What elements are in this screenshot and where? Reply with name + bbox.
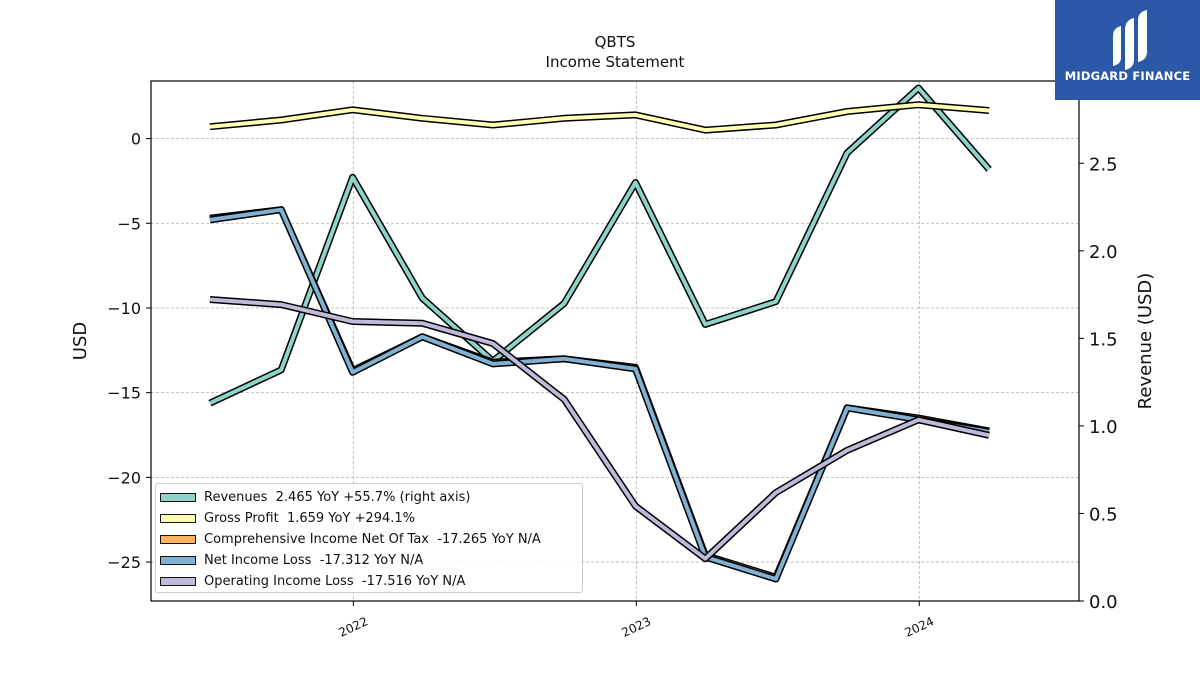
legend-item: Operating Income Loss -17.516 YoY N/A bbox=[160, 571, 582, 592]
series-line bbox=[209, 102, 990, 133]
grid-lines bbox=[151, 81, 1079, 601]
y2-axis-label: Revenue (USD) bbox=[1135, 273, 1156, 410]
chart-title: QBTS bbox=[595, 33, 636, 51]
legend-swatch bbox=[160, 535, 196, 544]
legend-label: Revenues 2.465 YoY +55.7% (right axis) bbox=[204, 490, 471, 505]
y-tick-label: −15 bbox=[107, 384, 141, 403]
x-tick-label: 2022 bbox=[337, 614, 371, 640]
y2-tick-label: 2.0 bbox=[1089, 242, 1118, 263]
y2-tick-label: 0.5 bbox=[1089, 504, 1118, 525]
legend-swatch bbox=[160, 556, 196, 565]
legend-label: Comprehensive Income Net Of Tax -17.265 … bbox=[204, 532, 541, 547]
legend-item: Net Income Loss -17.312 YoY N/A bbox=[160, 550, 582, 571]
series-gross-profit bbox=[209, 101, 990, 134]
y-tick-label: −20 bbox=[107, 468, 141, 487]
y2-tick-label: 0.0 bbox=[1089, 592, 1118, 613]
legend-item: Comprehensive Income Net Of Tax -17.265 … bbox=[160, 529, 582, 550]
legend-label: Gross Profit 1.659 YoY +294.1% bbox=[204, 511, 415, 526]
legend-item: Revenues 2.465 YoY +55.7% (right axis) bbox=[160, 487, 582, 508]
y-tick-label: −25 bbox=[107, 553, 141, 572]
y2-tick-label: 1.5 bbox=[1089, 329, 1118, 350]
x-tick-label: 2023 bbox=[620, 614, 654, 640]
logo-text: MIDGARD FINANCE bbox=[1064, 69, 1191, 83]
plot-frame bbox=[150, 80, 1080, 602]
series-revenues bbox=[208, 84, 992, 407]
x-tick-label: 2024 bbox=[902, 614, 936, 640]
legend-swatch bbox=[160, 514, 196, 523]
series-lines bbox=[208, 84, 992, 583]
legend-swatch bbox=[160, 577, 196, 586]
legend-item: Gross Profit 1.659 YoY +294.1% bbox=[160, 508, 582, 529]
chart-subtitle: Income Statement bbox=[546, 53, 685, 71]
logo-mark-icon bbox=[1113, 10, 1147, 70]
legend-label: Net Income Loss -17.312 YoY N/A bbox=[204, 553, 424, 568]
series-operating-income-loss bbox=[209, 296, 990, 563]
series-line bbox=[209, 207, 990, 581]
y-tick-label: −5 bbox=[117, 214, 141, 233]
series-line bbox=[209, 297, 990, 561]
midgard-finance-logo: MIDGARD FINANCE bbox=[1055, 0, 1200, 100]
legend-label: Operating Income Loss -17.516 YoY N/A bbox=[204, 574, 466, 589]
y-tick-label: 0 bbox=[131, 130, 141, 149]
y-axis-label: USD bbox=[70, 322, 91, 360]
y-tick-label: −10 bbox=[107, 299, 141, 318]
series-net-income-loss bbox=[209, 206, 990, 583]
legend-swatch bbox=[160, 493, 196, 502]
y2-tick-label: 1.0 bbox=[1089, 417, 1118, 438]
y2-tick-label: 2.5 bbox=[1089, 154, 1118, 175]
series-line bbox=[209, 86, 991, 406]
chart-legend: Revenues 2.465 YoY +55.7% (right axis) Gr… bbox=[155, 483, 583, 593]
